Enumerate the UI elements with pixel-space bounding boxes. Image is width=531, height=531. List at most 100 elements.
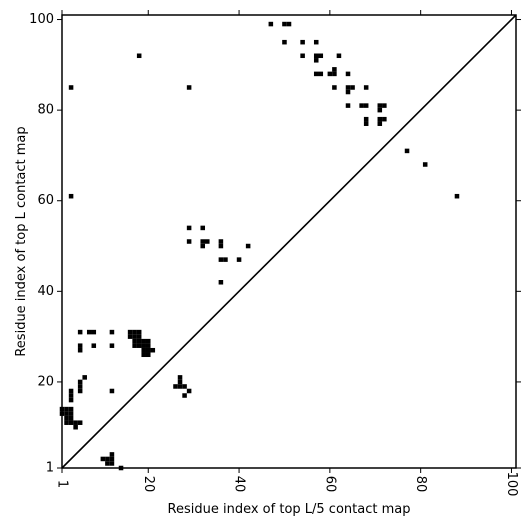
contact-cell [332, 85, 337, 90]
contact-cell [64, 406, 69, 412]
contact-cell [77, 384, 83, 389]
contact-cell [363, 103, 369, 108]
contact-cell [186, 225, 192, 231]
contact-cell [86, 329, 92, 335]
contact-cell [300, 39, 305, 45]
diagonal-line [61, 14, 517, 469]
contact-cell [136, 53, 142, 59]
contact-cell [377, 107, 383, 113]
contact-cell [382, 103, 387, 108]
contact-cell [345, 71, 351, 77]
contact-cell [236, 257, 242, 262]
contact-cell [109, 461, 115, 466]
contact-cell [127, 334, 133, 339]
contact-cell [377, 121, 383, 126]
contact-cell [68, 406, 74, 412]
y-tick-label: 20 [37, 374, 54, 389]
contact-cell [64, 411, 69, 416]
contact-cell [68, 420, 74, 425]
contact-cells [59, 21, 460, 471]
contact-cell [282, 21, 287, 27]
contact-cell [100, 456, 106, 462]
contact-cell [91, 343, 97, 348]
contact-cell [132, 329, 137, 335]
contact-cell [359, 103, 364, 108]
y-axis-label: Residue index of top L contact map [14, 126, 29, 356]
x-tick-label: 80 [413, 476, 428, 493]
contact-cell [454, 193, 460, 199]
contact-cell [345, 85, 351, 90]
contact-cell [145, 338, 151, 344]
contact-cell [127, 329, 133, 335]
contact-cell [145, 352, 151, 358]
contact-cell [377, 103, 383, 108]
contact-cell [73, 420, 78, 425]
contact-cell [173, 384, 178, 389]
contact-cell [332, 67, 337, 72]
contact-cell [200, 243, 206, 249]
y-tick-label: 60 [37, 193, 54, 208]
contact-cell [77, 388, 83, 394]
contact-cell [136, 338, 142, 344]
contact-cell [77, 379, 83, 385]
contact-cell [218, 280, 224, 285]
contact-cell [377, 116, 383, 122]
contact-cell [186, 85, 192, 90]
contact-cell [200, 239, 206, 244]
contact-cell [345, 89, 351, 95]
contact-cell [177, 384, 183, 389]
contact-cell [350, 85, 355, 90]
contact-cell [73, 424, 78, 430]
contact-cell [145, 343, 151, 348]
x-axis-ticks: 1 20 40 60 80 100 [55, 10, 519, 496]
contact-cell [218, 243, 224, 249]
contact-cell [182, 393, 187, 398]
y-tick-label: 100 [29, 12, 54, 27]
contact-cell [64, 420, 69, 425]
contact-cell [218, 257, 224, 262]
contact-cell [105, 461, 110, 466]
x-tick-label: 1 [55, 480, 70, 488]
contact-cell [132, 343, 137, 348]
contact-cell [336, 53, 342, 59]
contact-cell [82, 375, 87, 380]
contact-cell [136, 329, 142, 335]
contact-cell [77, 343, 83, 348]
y-tick-label: 80 [37, 103, 54, 118]
contact-cell [382, 116, 387, 122]
contact-cell [363, 116, 369, 122]
contact-cell [91, 329, 97, 335]
contact-cell [186, 388, 192, 394]
contact-cell [109, 452, 115, 457]
contact-cell [327, 71, 333, 77]
contact-cell [68, 193, 74, 199]
contact-cell [313, 71, 319, 77]
contact-cell [177, 379, 183, 385]
x-tick-label: 40 [232, 476, 247, 493]
contact-cell [64, 415, 69, 421]
contact-cell [141, 338, 146, 344]
y-tick-label: 1 [46, 461, 54, 476]
plot-frame [61, 14, 517, 469]
contact-cell [132, 338, 137, 344]
contact-cell [268, 21, 274, 27]
contact-cell [200, 225, 206, 231]
contact-cell [332, 71, 337, 77]
contact-cell [313, 58, 319, 63]
x-tick-label: 60 [322, 476, 337, 493]
contact-cell [77, 420, 83, 425]
contact-cell [223, 257, 228, 262]
contact-cell [77, 347, 83, 353]
contact-cell [109, 329, 115, 335]
contact-cell [109, 456, 115, 462]
contact-cell [300, 53, 305, 59]
contact-cell [68, 85, 74, 90]
contact-cell [404, 148, 410, 154]
contact-cell [141, 352, 146, 358]
contact-cell [105, 456, 110, 462]
contact-cell [313, 39, 319, 45]
contact-cell [150, 347, 156, 353]
contact-cell [136, 334, 142, 339]
x-tick-label: 100 [504, 472, 519, 497]
